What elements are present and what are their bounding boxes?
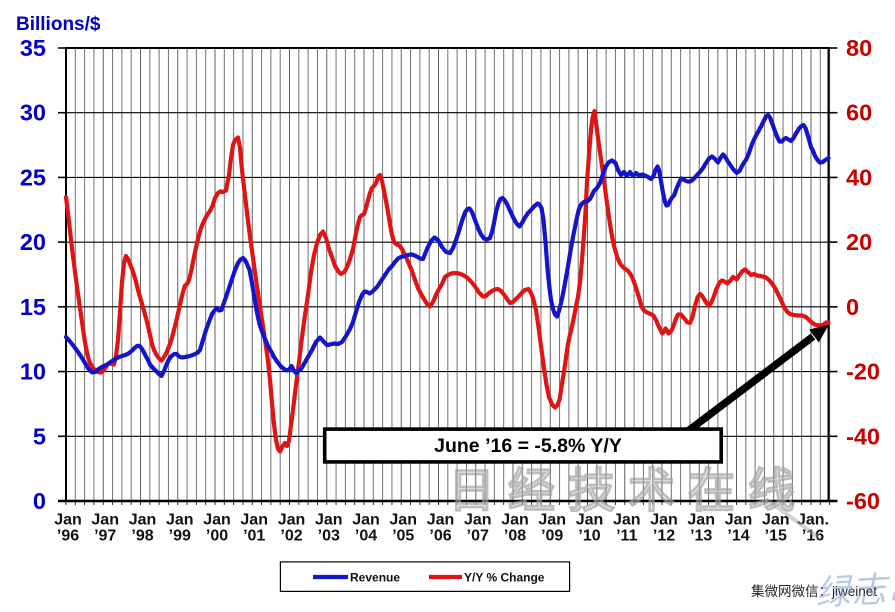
svg-text:’00: ’00 bbox=[206, 528, 228, 545]
svg-text:20: 20 bbox=[20, 229, 46, 255]
svg-text:5: 5 bbox=[33, 423, 46, 449]
svg-text:日经技术在线: 日经技术在线 bbox=[448, 464, 808, 517]
svg-text:30: 30 bbox=[20, 100, 46, 126]
svg-text:Jan: Jan bbox=[576, 512, 604, 529]
svg-text:Jan: Jan bbox=[389, 512, 417, 529]
svg-text:’07: ’07 bbox=[467, 528, 489, 545]
svg-text:’12: ’12 bbox=[653, 528, 675, 545]
svg-text:60: 60 bbox=[846, 100, 872, 126]
svg-text:’05: ’05 bbox=[392, 528, 414, 545]
svg-text:-40: -40 bbox=[846, 423, 880, 449]
svg-text:’99: ’99 bbox=[169, 528, 191, 545]
svg-text:Jan: Jan bbox=[54, 512, 82, 529]
svg-text:Revenue: Revenue bbox=[350, 571, 400, 585]
svg-text:Jan: Jan bbox=[762, 512, 790, 529]
svg-text:’02: ’02 bbox=[280, 528, 302, 545]
svg-text:’01: ’01 bbox=[243, 528, 265, 545]
svg-text:40: 40 bbox=[846, 165, 872, 191]
svg-text:June ’16 = -5.8% Y/Y: June ’16 = -5.8% Y/Y bbox=[434, 435, 622, 457]
svg-text:’96: ’96 bbox=[57, 528, 79, 545]
svg-text:’08: ’08 bbox=[504, 528, 526, 545]
svg-text:’14: ’14 bbox=[727, 528, 749, 545]
svg-text:’03: ’03 bbox=[318, 528, 340, 545]
svg-text:80: 80 bbox=[846, 35, 872, 61]
svg-text:Jan: Jan bbox=[538, 512, 566, 529]
svg-text:20: 20 bbox=[846, 229, 872, 255]
svg-text:Jan: Jan bbox=[240, 512, 268, 529]
svg-text:Y/Y % Change: Y/Y % Change bbox=[464, 571, 545, 585]
svg-text:10: 10 bbox=[20, 359, 46, 385]
svg-text:-20: -20 bbox=[846, 359, 880, 385]
svg-text:’97: ’97 bbox=[94, 528, 116, 545]
svg-text:Jan: Jan bbox=[725, 512, 753, 529]
svg-text:25: 25 bbox=[20, 164, 46, 190]
svg-text:Jan: Jan bbox=[650, 512, 678, 529]
svg-text:绿志岛: 绿志岛 bbox=[814, 568, 895, 607]
svg-text:Jan: Jan bbox=[613, 512, 641, 529]
svg-text:0: 0 bbox=[846, 294, 859, 320]
svg-text:’06: ’06 bbox=[429, 528, 451, 545]
svg-text:Jan: Jan bbox=[427, 512, 455, 529]
svg-text:’15: ’15 bbox=[765, 528, 787, 545]
svg-text:Jan: Jan bbox=[278, 512, 306, 529]
svg-text:Jan: Jan bbox=[203, 512, 231, 529]
svg-text:-60: -60 bbox=[846, 488, 880, 514]
svg-text:35: 35 bbox=[20, 35, 46, 61]
svg-text:15: 15 bbox=[20, 294, 46, 320]
svg-text:’10: ’10 bbox=[578, 528, 600, 545]
svg-text:’13: ’13 bbox=[690, 528, 712, 545]
svg-text:Jan.: Jan. bbox=[797, 512, 829, 529]
svg-text:Jan: Jan bbox=[501, 512, 529, 529]
svg-text:’11: ’11 bbox=[616, 528, 637, 545]
svg-text:’98: ’98 bbox=[131, 528, 153, 545]
svg-text:Jan: Jan bbox=[91, 512, 119, 529]
svg-text:Jan: Jan bbox=[352, 512, 380, 529]
svg-text:Jan: Jan bbox=[166, 512, 194, 529]
svg-text:Jan: Jan bbox=[129, 512, 157, 529]
svg-text:Billions/$: Billions/$ bbox=[16, 14, 101, 35]
svg-text:Jan: Jan bbox=[687, 512, 715, 529]
svg-text:Jan: Jan bbox=[315, 512, 343, 529]
svg-text:’09: ’09 bbox=[541, 528, 563, 545]
svg-text:集微网微信：jiweinet: 集微网微信：jiweinet bbox=[751, 584, 877, 599]
svg-text:Jan: Jan bbox=[464, 512, 492, 529]
svg-text:0: 0 bbox=[33, 488, 46, 514]
svg-text:’04: ’04 bbox=[355, 528, 377, 545]
